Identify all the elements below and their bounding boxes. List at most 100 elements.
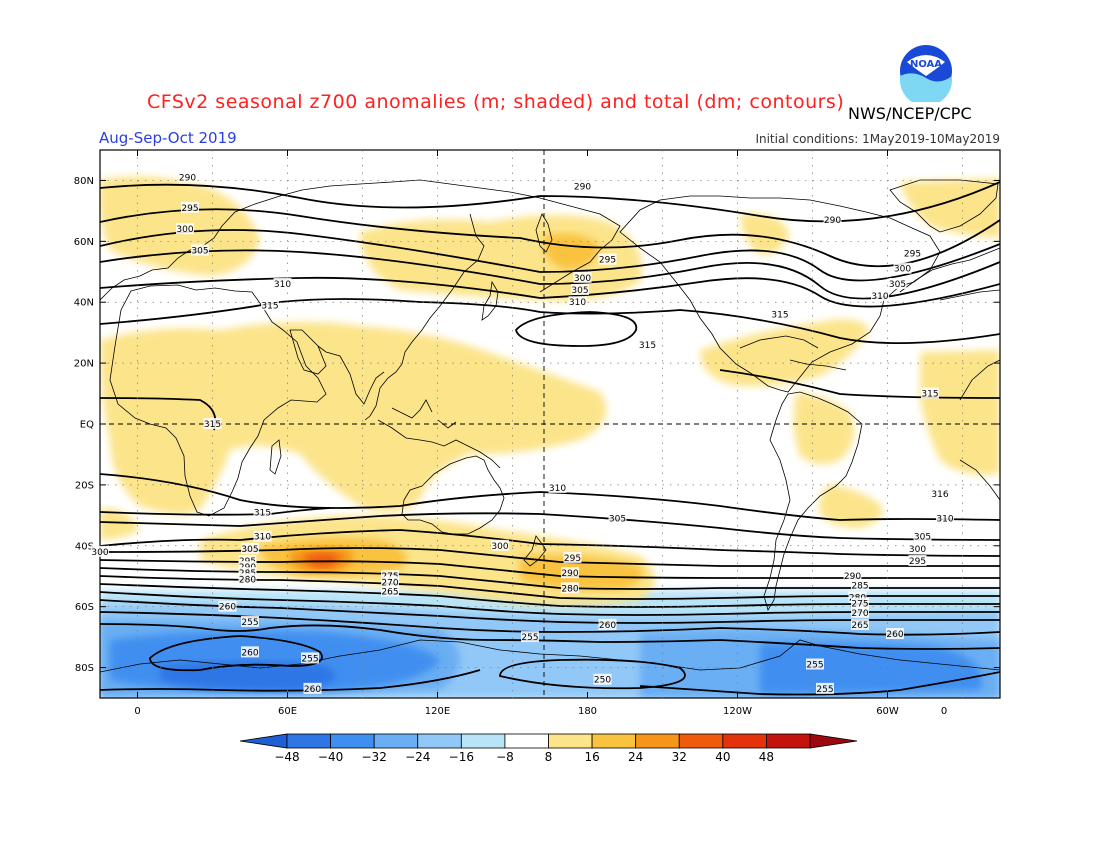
contour-label-bg xyxy=(521,631,539,643)
lat-label: 20N xyxy=(74,359,94,370)
contour-label: 260 xyxy=(304,685,321,695)
contour-label: 260 xyxy=(886,630,903,640)
contour-label: 260 xyxy=(219,603,236,613)
contour-label: 316 xyxy=(931,490,948,500)
lon-label: 120W xyxy=(723,706,752,717)
contour-label-bg xyxy=(598,253,617,265)
coastline-madagascar xyxy=(269,439,282,475)
contour-label: 295 xyxy=(181,204,198,214)
coastline-arabia xyxy=(289,329,327,375)
longitude-labels: 0 60E 120E 180 120W 60W 0 xyxy=(134,706,947,717)
contour-label-bg xyxy=(571,284,589,296)
colorbar-box xyxy=(678,733,724,749)
coastline-antarctica xyxy=(100,639,1000,673)
colorbar: −48 −40 −32 −24 −16 −8 8 16 24 32 40 48 xyxy=(239,733,858,764)
lat-label: 60S xyxy=(75,602,94,613)
contour-label: 285 xyxy=(851,581,868,591)
colorbar-tick-label: 8 xyxy=(545,750,553,764)
coastline-india xyxy=(317,345,385,405)
coastlines xyxy=(100,179,1000,673)
positive-anomaly-region xyxy=(543,233,600,270)
lat-label: 20S xyxy=(75,480,94,491)
contour-label: 255 xyxy=(816,685,833,695)
lon-label: 180 xyxy=(578,706,597,717)
colorbar-tick-label: −40 xyxy=(318,750,343,764)
contour-label-bg xyxy=(573,180,592,192)
contour-label-bg xyxy=(771,308,789,320)
positive-anomaly-region xyxy=(100,321,607,515)
contour-labels: 2902902902952952953003003003053053053103… xyxy=(91,171,954,695)
contour-label-bg xyxy=(851,618,869,630)
contour-label: 295 xyxy=(904,250,921,260)
negative-anomaly-shading xyxy=(100,590,1000,698)
colorbar-box xyxy=(330,733,375,749)
lon-label: 0 xyxy=(134,706,140,717)
contour-label-bg xyxy=(218,600,237,612)
contour-label-bg xyxy=(593,673,612,685)
contour-label-bg xyxy=(598,618,617,630)
contour-label-bg xyxy=(888,277,907,289)
contour-label-bg xyxy=(381,576,399,588)
colorbar-box xyxy=(635,733,680,749)
colorbar-box xyxy=(766,733,811,749)
colorbar-tick-label: 48 xyxy=(759,750,774,764)
latitude-labels: 80N 60N 40N 20N EQ 20S 40S 60S 80S xyxy=(74,176,94,674)
contour-label: 260 xyxy=(599,621,616,631)
contour-label-bg xyxy=(563,551,582,563)
contour-label: 310 xyxy=(549,484,566,494)
contour-label-bg xyxy=(203,418,222,429)
contour-295-nh xyxy=(100,208,1000,268)
lon-label: 120E xyxy=(425,706,450,717)
contour-label-bg xyxy=(303,682,322,694)
coastline-africa xyxy=(109,284,327,517)
contour-label-bg xyxy=(908,542,927,554)
lon-label: 0 xyxy=(941,706,947,717)
coastline-gulf-mexico xyxy=(739,335,819,349)
contour-label-bg xyxy=(241,646,259,658)
coastline-japan xyxy=(481,280,499,321)
colorbar-box xyxy=(286,733,331,749)
contour-label-bg xyxy=(261,299,279,311)
contour-label: 295 xyxy=(599,256,616,266)
contour-label: 315 xyxy=(261,301,278,311)
contour-label-bg xyxy=(638,338,657,350)
lat-lon-grid xyxy=(100,150,1000,698)
contour-315-pacific-ring xyxy=(515,311,638,347)
contour-300-sh xyxy=(100,529,1000,557)
colorbar-tick-label: 32 xyxy=(672,750,687,764)
initial-conditions-label: Initial conditions: 1May2019-10May2019 xyxy=(755,132,1000,146)
coastline-north-america xyxy=(619,195,941,393)
contour-label: 305 xyxy=(241,545,258,555)
contour-255-sh xyxy=(100,623,1000,650)
colorbar-tick-label: −24 xyxy=(405,750,430,764)
positive-anomaly-region xyxy=(700,319,870,387)
contour-label-bg xyxy=(851,606,869,618)
contour-label: 275 xyxy=(851,600,868,610)
contour-label-bg xyxy=(851,597,869,609)
positive-anomaly-region xyxy=(920,350,1000,475)
contour-295-sh xyxy=(100,547,1000,567)
coastline-greenland xyxy=(889,179,999,233)
positive-anomaly-region xyxy=(819,484,883,528)
contour-label: 255 xyxy=(521,633,538,643)
contour-label: 300 xyxy=(491,542,508,552)
coastline-kamchatka xyxy=(535,213,553,253)
contour-label-bg xyxy=(178,171,197,183)
contour-label-bg xyxy=(561,567,579,579)
contour-label-bg xyxy=(886,628,904,640)
contour-label-bg xyxy=(913,530,932,542)
contour-label: 300 xyxy=(894,265,911,275)
contour-label: 270 xyxy=(851,609,868,619)
colorbar-tick-label: −32 xyxy=(362,750,387,764)
contour-label-bg xyxy=(241,615,259,627)
lon-label: 60E xyxy=(278,706,297,717)
lon-label: 60W xyxy=(876,706,899,717)
colorbar-box xyxy=(548,733,593,749)
contour-label: 315 xyxy=(921,390,938,400)
contour-label: 255 xyxy=(241,618,258,628)
colorbar-tick-label: −48 xyxy=(274,750,299,764)
contour-label-bg xyxy=(936,512,954,524)
contour-label-bg xyxy=(931,488,949,500)
contour-label-bg xyxy=(381,585,399,597)
contour-label-bg xyxy=(238,573,257,585)
